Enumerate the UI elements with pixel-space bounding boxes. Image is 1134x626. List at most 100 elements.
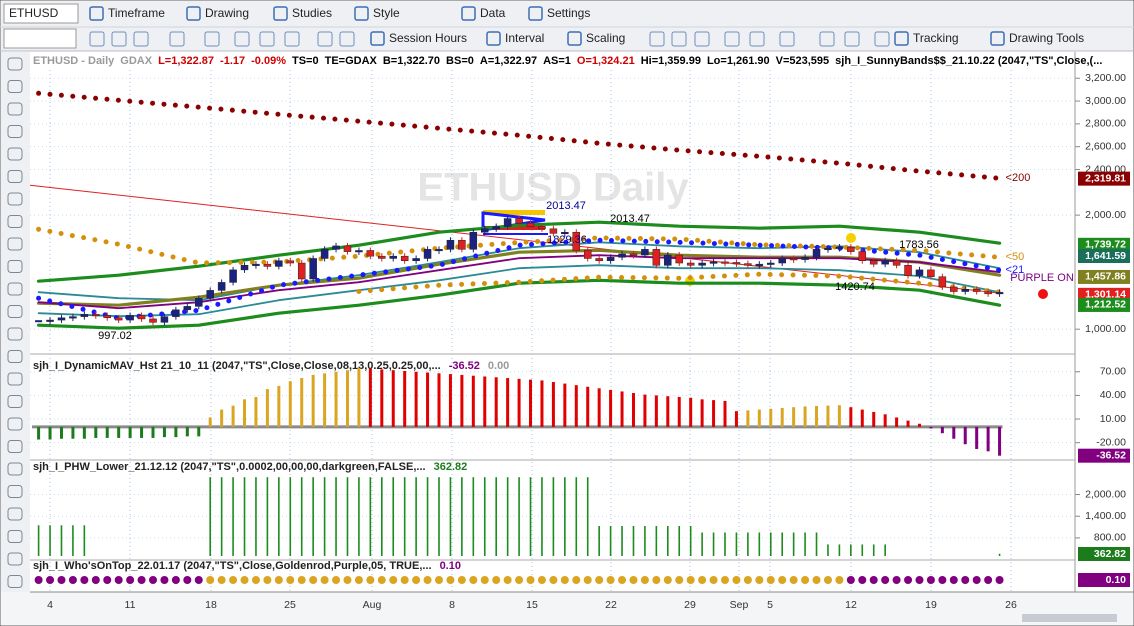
state-dot xyxy=(126,576,135,584)
toolbar-icon[interactable] xyxy=(234,31,250,47)
histogram-bar xyxy=(563,383,567,427)
toolbar-icon[interactable] xyxy=(284,31,300,47)
tool-icon[interactable] xyxy=(7,507,23,521)
candle xyxy=(126,315,134,321)
toolbar-icon[interactable] xyxy=(779,31,795,47)
tool-icon[interactable] xyxy=(7,305,23,318)
combo-box[interactable] xyxy=(3,28,77,49)
candle xyxy=(149,318,157,323)
toolbar-icon[interactable] xyxy=(89,31,105,47)
state-dot xyxy=(698,576,707,584)
state-dot xyxy=(263,576,272,584)
tool-icon[interactable] xyxy=(7,395,23,408)
tool-button[interactable]: Interval xyxy=(505,31,544,45)
toolbar-icon[interactable] xyxy=(111,31,127,47)
symbol-input[interactable]: ETHUSD xyxy=(9,6,59,20)
stick-bar xyxy=(72,525,74,556)
stick-bar xyxy=(792,532,795,556)
toolbar-icon[interactable] xyxy=(204,31,220,47)
toolbar-icon[interactable] xyxy=(844,31,860,47)
menu-item[interactable]: Style xyxy=(373,6,400,20)
tool-icon[interactable] xyxy=(7,327,23,341)
tool-icon[interactable] xyxy=(7,485,23,498)
toolbar-icon[interactable] xyxy=(874,31,890,47)
state-dot xyxy=(640,576,649,584)
histogram-bar xyxy=(265,389,269,427)
candle xyxy=(217,282,226,291)
state-dot xyxy=(503,576,512,584)
toolbar-icon[interactable] xyxy=(133,31,149,47)
tool-icon[interactable] xyxy=(7,350,23,363)
histogram-bar xyxy=(551,382,555,427)
tool-icon[interactable] xyxy=(7,372,23,386)
toolbar-icon[interactable] xyxy=(724,31,740,47)
histogram-bar xyxy=(609,389,613,427)
menu-item[interactable]: Settings xyxy=(547,6,590,20)
toolbar-icon[interactable] xyxy=(671,31,687,47)
study-readout: 0.00 xyxy=(488,360,509,372)
tool-icon[interactable] xyxy=(7,125,23,138)
tool-icon[interactable] xyxy=(7,260,23,273)
toolbar-icon xyxy=(894,31,909,46)
tool-icon[interactable] xyxy=(7,147,23,161)
toolbar-icon[interactable] xyxy=(694,31,710,47)
tool-icon[interactable] xyxy=(7,237,23,251)
header-readout: ETHUSD - Daily GDAX L=1,322.87 -1.17 -0.09% T… xyxy=(33,55,1102,67)
overlay-line xyxy=(37,264,1001,318)
stick-bar xyxy=(541,477,543,556)
candle xyxy=(229,269,237,283)
symbol-box[interactable] xyxy=(3,3,79,24)
tool-button[interactable]: Session Hours xyxy=(389,31,467,45)
toolbar-icon[interactable] xyxy=(749,31,765,47)
tool-icon[interactable] xyxy=(7,417,23,431)
tool-button[interactable]: Tracking xyxy=(913,31,959,45)
histogram-bar xyxy=(300,378,304,427)
tool-icon[interactable] xyxy=(7,462,23,476)
toolbar-icon[interactable] xyxy=(819,31,835,47)
state-dot xyxy=(332,576,341,584)
toolbar-icon[interactable] xyxy=(649,31,665,47)
annotation: 997.02 xyxy=(98,330,132,342)
menu-item[interactable]: Studies xyxy=(292,6,332,20)
toolbar-icon[interactable] xyxy=(169,31,185,47)
tool-icon[interactable] xyxy=(7,440,23,453)
toolbar-icon xyxy=(186,6,201,21)
y-tick-label: 3,000.00 xyxy=(1085,95,1126,107)
candle xyxy=(492,226,500,230)
histogram-bar xyxy=(231,405,235,427)
histogram-bar xyxy=(631,393,635,427)
histogram-bar xyxy=(586,386,590,427)
scrollbar-thumb[interactable] xyxy=(1022,614,1117,622)
stick-bar xyxy=(392,477,395,556)
histogram-bar xyxy=(357,367,361,427)
tool-button[interactable]: Drawing Tools xyxy=(1009,31,1084,45)
candle xyxy=(961,289,969,292)
tool-icon[interactable] xyxy=(7,102,23,116)
toolbar-icon[interactable] xyxy=(317,31,333,47)
histogram-bar xyxy=(128,426,132,438)
tool-icon[interactable] xyxy=(7,282,23,296)
stick-bar xyxy=(655,525,658,556)
tool-icon[interactable] xyxy=(7,552,23,566)
menu-item[interactable]: Drawing xyxy=(205,6,249,20)
state-dot xyxy=(137,576,146,584)
tool-icon[interactable] xyxy=(7,192,23,206)
tool-icon[interactable] xyxy=(7,57,23,71)
tool-button[interactable]: Scaling xyxy=(586,31,625,45)
state-dot xyxy=(492,576,501,584)
menu-item[interactable]: Timeframe xyxy=(108,6,165,20)
toolbar-icon[interactable] xyxy=(339,31,355,47)
state-dot xyxy=(721,576,729,584)
x-tick-label: Sep xyxy=(730,599,749,611)
tool-icon[interactable] xyxy=(7,215,23,228)
tool-icon[interactable] xyxy=(7,530,23,543)
tool-icon[interactable] xyxy=(7,170,23,183)
tool-icon[interactable] xyxy=(7,80,23,93)
state-dot xyxy=(892,576,901,584)
toolbar-icon[interactable] xyxy=(259,31,275,47)
readout-item: AS=1 xyxy=(543,55,571,67)
candle xyxy=(400,255,409,261)
state-dot xyxy=(652,576,661,584)
tool-icon[interactable] xyxy=(7,575,23,588)
menu-item[interactable]: Data xyxy=(480,6,506,20)
